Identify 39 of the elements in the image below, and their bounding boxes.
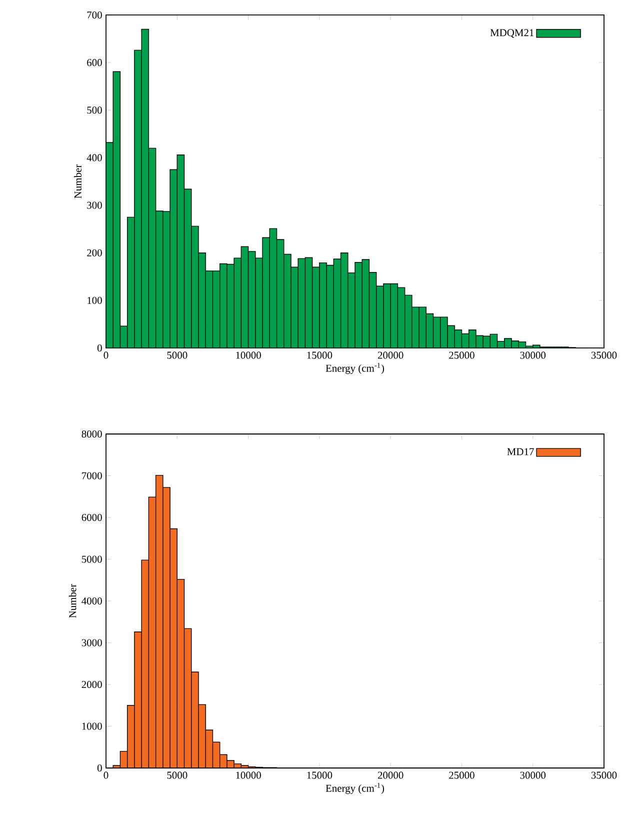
y-tick-label: 2000 — [82, 680, 102, 688]
x-tick-label: 5000 — [168, 352, 188, 359]
legend-label: MDQM21 — [490, 29, 534, 38]
x-tick-label: 10000 — [236, 772, 262, 779]
x-tick-label: 25000 — [449, 352, 475, 359]
y-tick-label: 0 — [98, 344, 102, 352]
y-tick-label: 700 — [88, 11, 102, 19]
x-tick-label: 0 — [104, 352, 108, 359]
x-tick-label: 25000 — [449, 772, 475, 779]
x-tick-label: 5000 — [168, 772, 188, 779]
y-tick-label: 0 — [98, 764, 102, 772]
y-tick-label: 600 — [87, 59, 102, 66]
x-tick-label: 10000 — [236, 352, 262, 359]
x-tick-label: 35000 — [592, 772, 617, 779]
y-axis-title: Number — [74, 164, 82, 198]
x-tick-label: 15000 — [308, 352, 332, 359]
legend-label: MD17 — [507, 448, 534, 456]
y-tick-label: 4000 — [82, 597, 102, 605]
x-tick-label: 15000 — [308, 772, 332, 779]
x-tick-label: 20000 — [378, 772, 404, 779]
x-tick-label: 30000 — [520, 772, 546, 779]
x-tick-label: 0 — [104, 772, 108, 779]
y-tick-label: 3000 — [82, 639, 102, 646]
x-tick-label: 20000 — [378, 352, 404, 359]
y-tick-label: 7000 — [82, 472, 102, 480]
y-axis-title: Number — [69, 584, 76, 618]
y-tick-label: 200 — [87, 249, 102, 256]
y-tick-label: 8000 — [82, 430, 102, 438]
y-tick-label: 5000 — [82, 556, 102, 563]
y-tick-label: 6000 — [82, 514, 102, 522]
x-tick-label: 30000 — [520, 352, 546, 359]
y-tick-label: 300 — [87, 202, 102, 209]
x-axis-title: Energy (cm$^{-1}$) — [326, 782, 384, 794]
y-tick-label: 100 — [88, 296, 102, 304]
y-tick-label: 1000 — [82, 722, 102, 730]
y-tick-label: 400 — [87, 154, 102, 162]
y-tick-label: 500 — [87, 106, 102, 114]
x-axis-title: Energy (cm$^{-1}$) — [326, 362, 384, 374]
x-tick-label: 35000 — [592, 352, 617, 359]
